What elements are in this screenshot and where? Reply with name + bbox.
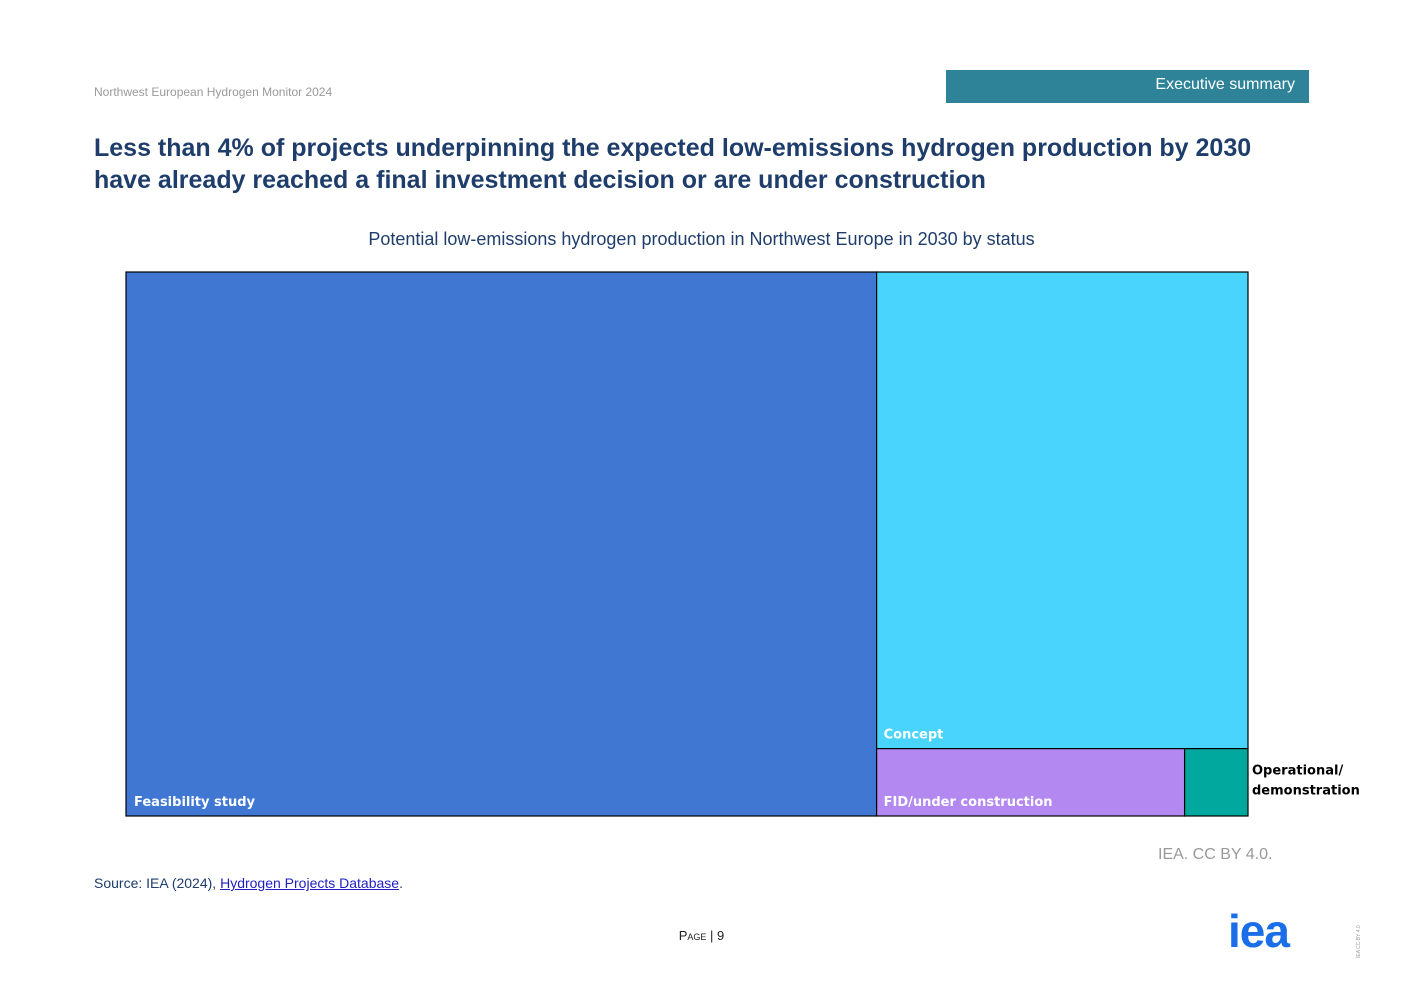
license-credit: IEA. CC BY 4.0. bbox=[1158, 846, 1273, 863]
treemap-tile-0 bbox=[125, 271, 878, 817]
document-title: Northwest European Hydrogen Monitor 2024 bbox=[94, 85, 333, 99]
treemap-label-3: Operational/demonstration bbox=[1252, 764, 1360, 799]
treemap-tile-3 bbox=[1183, 748, 1249, 817]
page-number: Page | 9 bbox=[0, 928, 1403, 943]
treemap-tile-1 bbox=[876, 271, 1249, 750]
chart-title: Potential low-emissions hydrogen product… bbox=[368, 229, 1035, 249]
page-word: Page bbox=[678, 928, 707, 943]
page-separator: | bbox=[706, 928, 718, 943]
source-suffix: . bbox=[399, 875, 403, 891]
page-headline: Less than 4% of projects underpinning th… bbox=[94, 134, 1252, 194]
treemap-label-1: Concept bbox=[884, 728, 944, 743]
section-tab[interactable]: Executive summary bbox=[946, 70, 1309, 103]
treemap-label-2: FID/under construction bbox=[884, 795, 1053, 810]
page-number-value: 9 bbox=[717, 928, 725, 943]
source-note: Source: IEA (2024), Hydrogen Projects Da… bbox=[94, 875, 403, 891]
source-prefix: Source: IEA (2024), bbox=[94, 875, 221, 891]
side-license-text: IEA CC BY 4.0 bbox=[1356, 925, 1362, 958]
treemap-label-0: Feasibility study bbox=[134, 795, 256, 810]
source-link[interactable]: Hydrogen Projects Database bbox=[220, 875, 400, 891]
iea-logo: iea bbox=[1228, 905, 1290, 957]
